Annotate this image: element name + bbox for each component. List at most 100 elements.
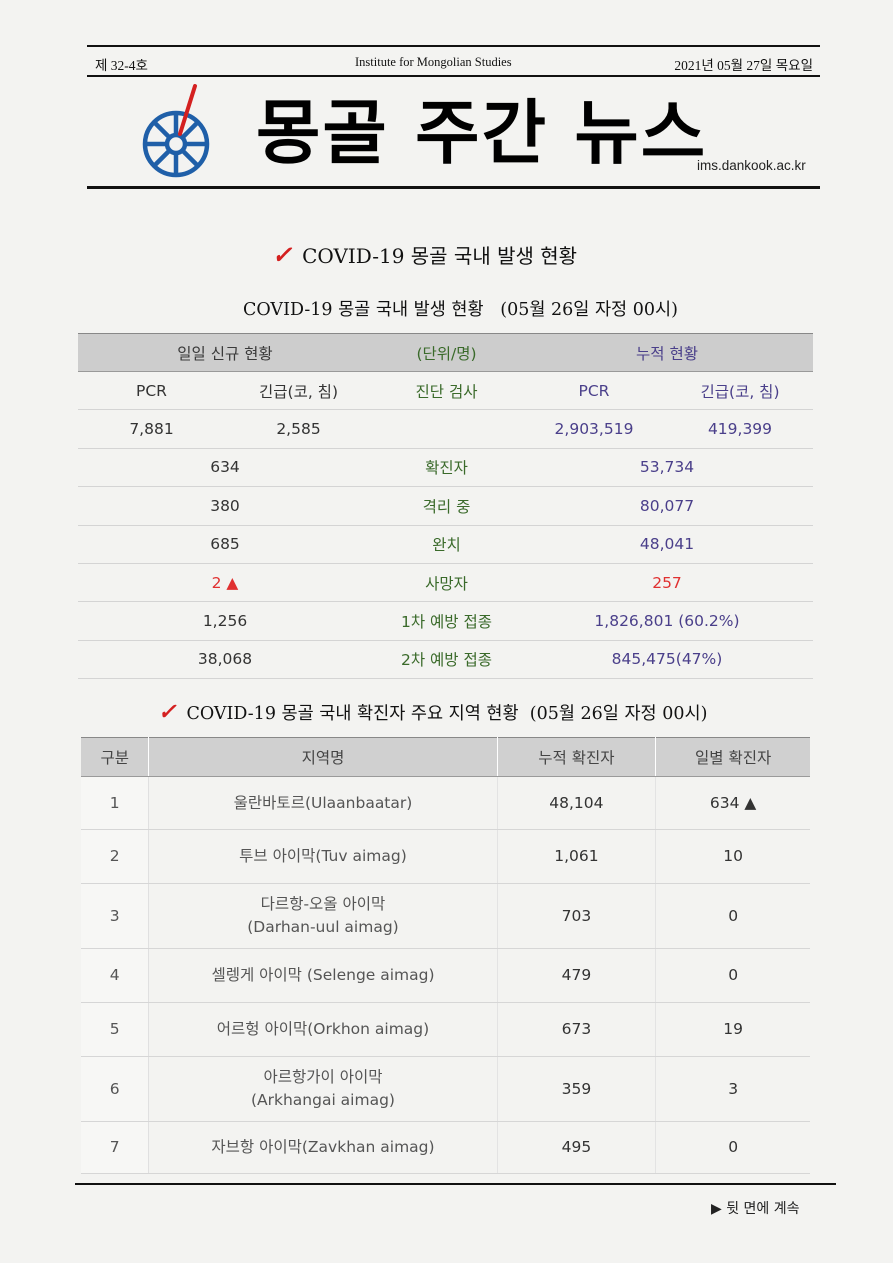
table-row: 1,256 1차 예방 접종 1,826,801 (60.2%) <box>78 601 813 641</box>
cumulative-cases: 1,061 <box>497 829 657 884</box>
cumulative-cases: 359 <box>497 1056 657 1122</box>
region-name: 어르헝 아이막(Orkhon aimag) <box>148 1002 498 1057</box>
pcr-daily-header: PCR <box>78 371 225 411</box>
row-label: 1차 예방 접종 <box>372 601 521 641</box>
table1-subheader-row: PCR 긴급(코, 침) 진단 검사 PCR 긴급(코, 침) <box>78 371 813 411</box>
table-row: 634 확진자 53,734 <box>78 448 813 488</box>
pcr-daily-value: 7,881 <box>78 409 225 449</box>
region-name: 다르항-오올 아이막 (Darhan-uul aimag) <box>148 883 498 949</box>
cumulative-cases: 48,104 <box>497 776 657 830</box>
table-row: 2 투브 아이막(Tuv aimag) 1,061 10 <box>81 829 810 884</box>
daily-cases: 0 <box>655 948 810 1003</box>
row-id: 1 <box>81 776 150 830</box>
daily-cases: 3 <box>655 1056 810 1122</box>
column-header-cumulative: 누적 확진자 <box>497 737 657 777</box>
table1-header-row: 일일 신규 현황 (단위/명) 누적 현황 <box>78 333 813 372</box>
region-name: 울란바토르(Ulaanbaatar) <box>148 776 498 830</box>
issue-date: 2021년 05월 27일 목요일 <box>674 58 813 73</box>
mongolia-wheel-logo-icon <box>142 84 210 178</box>
section2-title: ✓ COVID-19 몽골 국내 확진자 주요 지역 현황 (05월 26일 자정… <box>158 699 708 725</box>
rapid-cum-value: 419,399 <box>667 409 813 449</box>
table-row: 1 울란바토르(Ulaanbaatar) 48,104 634 ▲ <box>81 776 810 830</box>
daily-cases: 634 ▲ <box>655 776 810 830</box>
table-row: 685 완치 48,041 <box>78 525 813 564</box>
daily-cases: 10 <box>655 829 810 884</box>
cumulative-header: 누적 현황 <box>521 333 813 372</box>
daily-value: 1,256 <box>78 601 372 641</box>
row-id: 7 <box>81 1121 150 1174</box>
row-label: 2차 예방 접종 <box>372 640 521 680</box>
table-row: 380 격리 중 80,077 <box>78 486 813 526</box>
pcr-cum-value: 2,903,519 <box>521 409 667 449</box>
daily-cases: 19 <box>655 1002 810 1057</box>
daily-value: 685 <box>78 525 372 564</box>
institute-name: Institute for Mongolian Studies <box>355 55 512 69</box>
pcr-cum-header: PCR <box>521 371 667 411</box>
cumulative-value: 257 <box>521 563 813 603</box>
cumulative-cases: 703 <box>497 883 657 949</box>
row-label: 확진자 <box>372 448 521 488</box>
row-id: 3 <box>81 883 150 949</box>
header-top-rule <box>87 45 820 47</box>
row-id: 5 <box>81 1002 150 1057</box>
section1-title: ✓ COVID-19 몽골 국내 발생 현황 <box>272 240 578 269</box>
cumulative-value: 1,826,801 (60.2%) <box>521 601 813 641</box>
header-info-row: 제 32-4호 Institute for Mongolian Studies … <box>95 52 815 74</box>
table-row: 3 다르항-오올 아이막 (Darhan-uul aimag) 703 0 <box>81 883 810 949</box>
site-url[interactable]: ims.dankook.ac.kr <box>697 158 806 173</box>
row-id: 4 <box>81 948 150 1003</box>
column-header-region: 지역명 <box>148 737 498 777</box>
cumulative-cases: 495 <box>497 1121 657 1174</box>
issue-number: 제 32-4호 <box>95 58 148 73</box>
table-row: 2 ▲ 사망자 257 <box>78 563 813 603</box>
header-mid-rule <box>87 75 820 77</box>
daily-value: 2 ▲ <box>78 563 372 603</box>
region-name: 자브항 아이막(Zavkhan aimag) <box>148 1121 498 1174</box>
table-row: 5 어르헝 아이막(Orkhon aimag) 673 19 <box>81 1002 810 1057</box>
covid-summary-table: 일일 신규 현황 (단위/명) 누적 현황 PCR 긴급(코, 침) 진단 검사… <box>78 333 813 680</box>
rapid-daily-value: 2,585 <box>225 409 372 449</box>
row-label: 사망자 <box>372 563 521 603</box>
cumulative-cases: 479 <box>497 948 657 1003</box>
cumulative-cases: 673 <box>497 1002 657 1057</box>
table1-tests-row: 7,881 2,585 2,903,519 419,399 <box>78 409 813 449</box>
table-row: 7 자브항 아이막(Zavkhan aimag) 495 0 <box>81 1121 810 1174</box>
cumulative-value: 53,734 <box>521 448 813 488</box>
regional-cases-table: 구분 지역명 누적 확진자 일별 확진자 1 울란바토르(Ulaanbaatar… <box>81 737 810 1174</box>
cumulative-value: 845,475(47%) <box>521 640 813 680</box>
region-name: 셀렝게 아이막 (Selenge aimag) <box>148 948 498 1003</box>
daily-value: 38,068 <box>78 640 372 680</box>
header-bottom-rule <box>87 186 820 189</box>
table-row: 38,068 2차 예방 접종 845,475(47%) <box>78 640 813 680</box>
cumulative-value: 48,041 <box>521 525 813 564</box>
row-label: 격리 중 <box>372 486 521 526</box>
table-row: 4 셀렝게 아이막 (Selenge aimag) 479 0 <box>81 948 810 1003</box>
region-name: 아르항가이 아이막(Arkhangai aimag) <box>148 1056 498 1122</box>
daily-value: 380 <box>78 486 372 526</box>
rapid-cum-header: 긴급(코, 침) <box>667 371 813 411</box>
row-id: 2 <box>81 829 150 884</box>
table1-title: COVID-19 몽골 국내 발생 현황 (05월 26일 자정 00시) <box>243 300 678 320</box>
daily-cases: 0 <box>655 1121 810 1174</box>
cumulative-value: 80,077 <box>521 486 813 526</box>
rapid-daily-header: 긴급(코, 침) <box>225 371 372 411</box>
column-header-daily: 일별 확진자 <box>655 737 810 777</box>
footer-rule <box>75 1183 836 1185</box>
daily-cases: 0 <box>655 883 810 949</box>
masthead-title: 몽골 주간 뉴스 <box>256 92 708 174</box>
row-label: 완치 <box>372 525 521 564</box>
continue-note[interactable]: ▶ 뒷 면에 계속 <box>711 1201 800 1217</box>
column-header-id: 구분 <box>81 737 150 777</box>
empty-cell <box>372 409 521 449</box>
table2-header-row: 구분 지역명 누적 확진자 일별 확진자 <box>81 737 810 777</box>
checkmark-icon: ✓ <box>158 699 177 725</box>
test-label: 진단 검사 <box>372 371 521 411</box>
row-id: 6 <box>81 1056 150 1122</box>
region-name: 투브 아이막(Tuv aimag) <box>148 829 498 884</box>
table-row: 6 아르항가이 아이막(Arkhangai aimag) 359 3 <box>81 1056 810 1122</box>
daily-header: 일일 신규 현황 <box>78 333 372 372</box>
checkmark-icon: ✓ <box>272 240 293 269</box>
unit-header: (단위/명) <box>372 333 521 372</box>
daily-value: 634 <box>78 448 372 488</box>
